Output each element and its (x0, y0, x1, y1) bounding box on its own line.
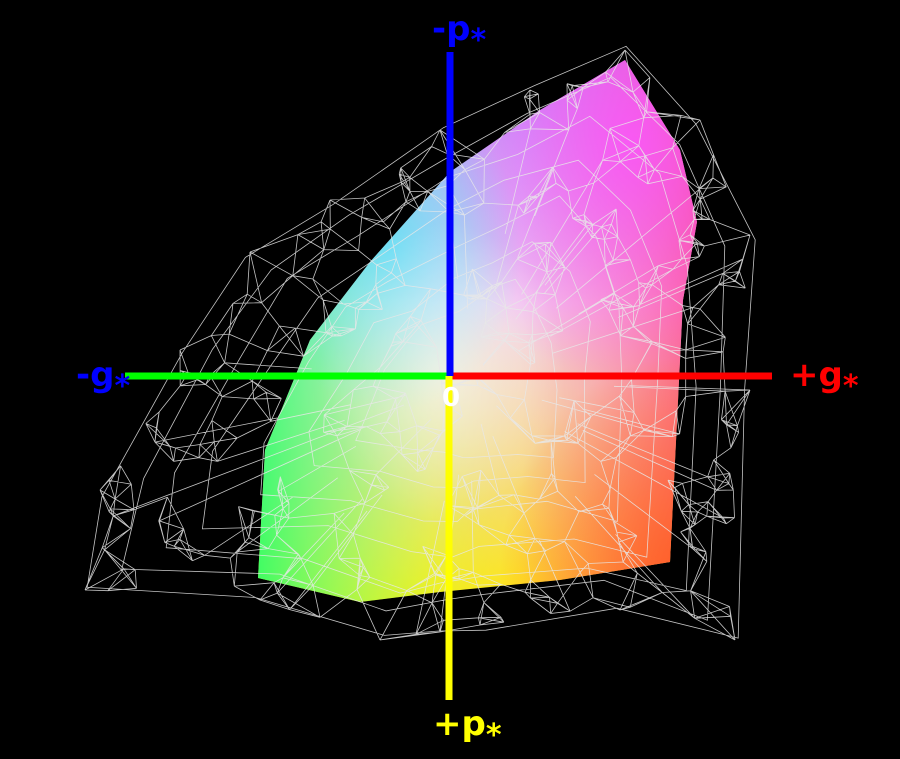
label-sub: * (843, 369, 859, 404)
label-sub: * (470, 23, 486, 58)
label-text: +p (433, 704, 486, 744)
wireframe-lines (84, 45, 756, 641)
axis-label-bottom: +p* (433, 704, 502, 753)
axes (125, 52, 772, 700)
color-gamut (258, 60, 697, 602)
label-sub: * (486, 718, 502, 753)
axis-label-right: +g* (790, 355, 859, 404)
wireframe (84, 45, 756, 641)
axis-label-left: -g* (76, 355, 130, 404)
label-text: +g (790, 355, 843, 395)
origin-label: 0 (442, 383, 460, 413)
label-text: -p (432, 9, 470, 49)
label-text: -g (76, 355, 114, 395)
gamut-center-overlay (258, 60, 697, 602)
label-sub: * (114, 369, 130, 404)
axis-label-top: -p* (432, 9, 486, 58)
